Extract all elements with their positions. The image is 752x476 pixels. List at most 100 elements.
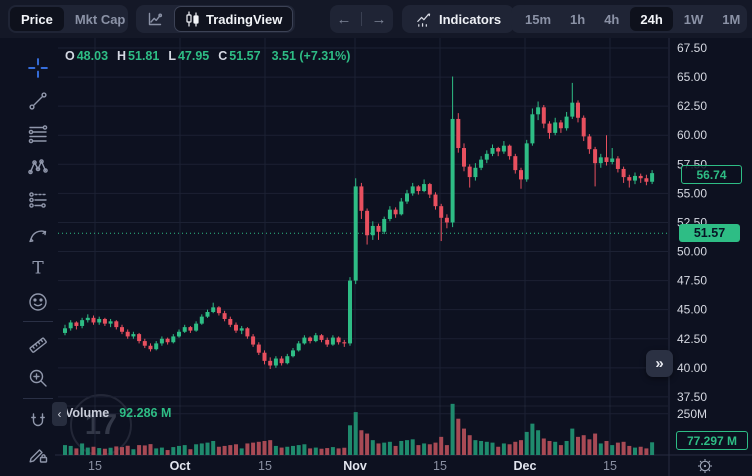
fib-retracement-tool[interactable] (23, 119, 53, 149)
timeframe-group: 15m 1h 4h 24h 1W 1M (511, 5, 747, 33)
candle-body (405, 193, 409, 202)
crosshair-tool[interactable] (23, 53, 53, 83)
svg-text:T: T (32, 259, 44, 279)
volume-bar (456, 418, 461, 455)
magnet-tool[interactable] (23, 406, 53, 436)
volume-bar (501, 443, 506, 455)
candle-body (541, 107, 546, 124)
indicators-button[interactable]: Indicators (402, 5, 515, 33)
price-tick-label: 37.50 (677, 390, 707, 404)
nav-separator (361, 12, 362, 26)
candle-body (473, 167, 478, 178)
volume-bar (74, 448, 79, 455)
top-toolbar: Price Mkt Cap TradingView ← → (0, 0, 752, 38)
line-chart-button[interactable] (138, 7, 172, 31)
trend-line-tool[interactable] (23, 86, 53, 116)
volume-bar (285, 446, 290, 455)
candle-body (251, 336, 256, 345)
candle-body (444, 217, 449, 223)
candle-body (433, 194, 438, 207)
brush-tool[interactable] (23, 219, 53, 249)
chart-grid (58, 38, 668, 455)
emoji-tool[interactable] (23, 287, 53, 317)
ohlc-high: H 51.81 (117, 49, 160, 63)
xabcd-pattern-icon (27, 159, 48, 175)
candle-body (359, 186, 364, 211)
ohlc-change: 3.51 (+7.31%) (271, 49, 351, 63)
candle-body (137, 334, 142, 342)
toolbar-divider (22, 321, 53, 322)
collapse-panel-button[interactable]: ‹ (52, 402, 67, 426)
candle-body (564, 116, 569, 129)
time-scale-labels: 15 Oct 15 Nov 15 Dec 15 (88, 459, 617, 473)
candle-body (587, 136, 592, 150)
candle-body (102, 318, 107, 324)
candle-body (615, 158, 620, 169)
volume-bar (370, 440, 375, 455)
volume-bar (148, 444, 153, 455)
candle-body (216, 307, 221, 314)
candle-body (530, 114, 535, 144)
candle-body (308, 337, 313, 342)
timeframe-15m[interactable]: 15m (525, 11, 552, 27)
chart-settings-gear[interactable] (694, 455, 716, 476)
volume-bar (644, 448, 649, 455)
timeframe-4h[interactable]: 4h (604, 11, 620, 27)
volume-bar (222, 445, 227, 455)
candle-body (399, 201, 404, 215)
mktcap-tab[interactable]: Mkt Cap (74, 11, 126, 27)
time-tick-label: Nov (343, 459, 367, 473)
candle-body (63, 328, 67, 333)
price-tick-label: 50.00 (677, 245, 707, 259)
ohlc-low: L 47.95 (168, 49, 210, 63)
candle-body (348, 280, 352, 344)
volume-bar (496, 446, 501, 455)
emoji-icon (28, 293, 47, 311)
text-tool[interactable]: T (23, 253, 53, 283)
timeframe-1m[interactable]: 1M (722, 11, 741, 27)
candle-series (63, 76, 655, 369)
volume-label: Volume (65, 406, 110, 420)
timeframe-1w[interactable]: 1W (683, 11, 704, 27)
measure-tool[interactable] (23, 330, 53, 360)
zoom-in-tool[interactable] (23, 363, 53, 393)
scroll-to-recent-button[interactable]: » (646, 350, 673, 377)
candle-body (114, 321, 119, 328)
line-chart-icon (148, 12, 163, 26)
volume-bar (159, 447, 164, 455)
volume-bar (251, 442, 256, 455)
xabcd-pattern-tool[interactable] (23, 152, 53, 182)
candle-body (120, 327, 124, 332)
timeframe-24h[interactable]: 24h (630, 7, 673, 31)
tradingview-button[interactable]: TradingView (174, 6, 294, 32)
volume-bar (536, 430, 541, 455)
candle-body (325, 339, 330, 345)
price-tick-label: 40.00 (677, 361, 707, 375)
candle-body (382, 218, 387, 232)
volume-bar (615, 442, 620, 455)
volume-bar (279, 447, 284, 455)
back-arrow-button[interactable]: ← (336, 10, 352, 28)
volume-bar (433, 442, 438, 455)
volume-bar (154, 448, 159, 455)
candle-body (131, 334, 136, 337)
candle-body (536, 107, 541, 115)
candle-body (479, 159, 484, 168)
price-tab[interactable]: Price (10, 7, 64, 31)
candle-body (610, 158, 615, 162)
timeframe-1h[interactable]: 1h (570, 11, 586, 27)
volume-bar (142, 445, 147, 455)
volume-bar (188, 449, 193, 455)
lock-drawings-tool[interactable] (23, 439, 53, 469)
candle-body (576, 102, 580, 118)
forward-arrow-button[interactable]: → (371, 10, 387, 28)
toolbar-divider (22, 398, 53, 399)
candle-body (650, 173, 655, 182)
volume-bar (547, 440, 552, 455)
candle-body (291, 350, 295, 357)
forecast-tool[interactable] (23, 185, 53, 215)
candle-body (553, 122, 558, 133)
candle-body (302, 337, 307, 344)
